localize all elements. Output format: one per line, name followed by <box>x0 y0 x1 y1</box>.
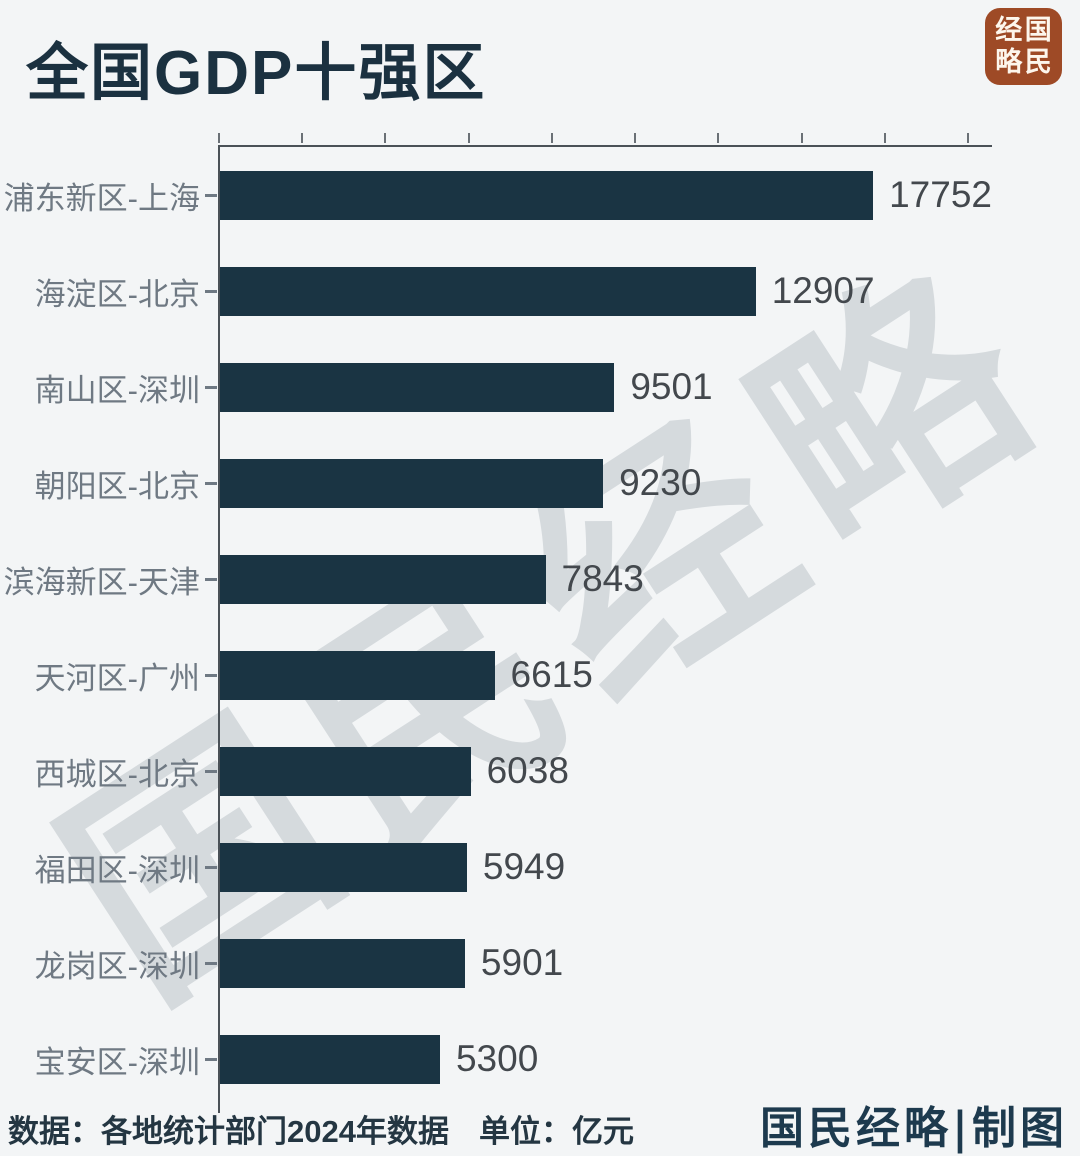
x-axis-tick <box>883 133 886 143</box>
category-label: 宝安区-深圳 <box>34 1044 200 1080</box>
bar-rows: 浦东新区-上海 17752 海淀区-北京 12907 南山区-深圳 9501 朝阳区-北京 9… <box>4 147 992 1107</box>
value-label: 9230 <box>619 462 702 503</box>
bar-row: 南山区-深圳 9501 <box>35 339 992 435</box>
y-tick-mark <box>205 865 217 869</box>
value-label: 17752 <box>889 174 992 215</box>
category-label: 滨海新区-天津 <box>3 564 200 600</box>
logo-char-4: 略 <box>995 46 1023 78</box>
y-tick-mark <box>205 673 217 677</box>
x-axis-tick <box>717 133 720 143</box>
bar-row: 龙岗区-深圳 5901 <box>35 915 992 1011</box>
value-label: 5949 <box>482 846 566 887</box>
logo-char-1: 国 <box>1024 15 1052 47</box>
category-label: 浦东新区-上海 <box>3 180 200 216</box>
gdp-bar <box>220 362 615 412</box>
x-axis-line <box>218 133 992 147</box>
bar-row: 福田区-深圳 5949 <box>35 819 992 915</box>
value-label: 5901 <box>480 942 564 983</box>
gdp-bar <box>220 746 471 796</box>
value-label: 9501 <box>630 366 713 407</box>
x-axis-tick <box>967 133 970 143</box>
category-label: 龙岗区-深圳 <box>34 948 200 984</box>
brand-logo-badge: 国 经 民 略 <box>985 8 1062 85</box>
data-source-note: 数据：各地统计部门2024年数据 单位：亿元 <box>8 1106 634 1151</box>
bar-row: 滨海新区-天津 7843 <box>4 531 992 627</box>
category-label: 天河区-广州 <box>34 660 200 696</box>
value-label: 5300 <box>455 1038 539 1079</box>
gdp-bar <box>220 266 756 316</box>
bar-row: 天河区-广州 6615 <box>35 627 992 723</box>
bar-row: 海淀区-北京 12907 <box>35 243 992 339</box>
gdp-bar <box>220 458 604 508</box>
gdp-bar <box>220 1034 440 1084</box>
credit-note: 国民经略|制图 <box>759 1103 1068 1154</box>
value-label: 12907 <box>771 270 875 311</box>
x-axis-tick <box>218 133 220 143</box>
value-label: 6038 <box>486 750 569 791</box>
y-tick-mark <box>205 385 217 389</box>
x-axis-tick <box>800 133 803 143</box>
gdp-bar <box>220 170 874 220</box>
page-title: 全国GDP十强区 <box>26 39 487 108</box>
bar-row: 西城区-北京 6038 <box>35 723 992 819</box>
y-tick-mark <box>205 1057 217 1061</box>
bar-row: 浦东新区-上海 17752 <box>4 147 992 243</box>
gdp-bar <box>220 554 546 604</box>
category-label: 西城区-北京 <box>34 756 200 792</box>
y-tick-mark <box>205 577 217 581</box>
value-label: 6615 <box>510 654 593 695</box>
category-label: 南山区-深圳 <box>34 372 200 408</box>
bar-row: 朝阳区-北京 9230 <box>35 435 992 531</box>
gdp-bar <box>220 842 467 892</box>
logo-char-3: 民 <box>1024 46 1052 78</box>
y-tick-mark <box>205 193 217 197</box>
gdp-bar <box>220 650 495 700</box>
category-label: 朝阳区-北京 <box>34 468 200 504</box>
source-text: 数据：各地统计部门2024年数据 <box>8 1114 449 1149</box>
bar-row: 宝安区-深圳 5300 <box>35 1011 992 1107</box>
y-tick-mark <box>205 481 217 485</box>
value-label: 7843 <box>561 558 644 599</box>
unit-text: 单位：亿元 <box>478 1114 634 1149</box>
y-tick-mark <box>205 289 217 293</box>
gdp-bar <box>220 938 465 988</box>
y-tick-mark <box>205 961 217 965</box>
logo-char-2: 经 <box>995 15 1023 47</box>
x-axis-tick <box>384 133 387 143</box>
x-axis-tick <box>467 133 470 143</box>
y-tick-mark <box>205 769 217 773</box>
x-axis-tick <box>301 133 304 143</box>
bar-chart-plot: 浦东新区-上海 17752 海淀区-北京 12907 南山区-深圳 9501 朝阳区-北京 9… <box>4 133 992 1113</box>
category-label: 福田区-深圳 <box>34 852 200 888</box>
category-label: 海淀区-北京 <box>34 276 200 312</box>
x-axis-tick <box>634 133 637 143</box>
x-axis-tick <box>550 133 553 143</box>
y-axis-spine <box>218 145 220 1113</box>
